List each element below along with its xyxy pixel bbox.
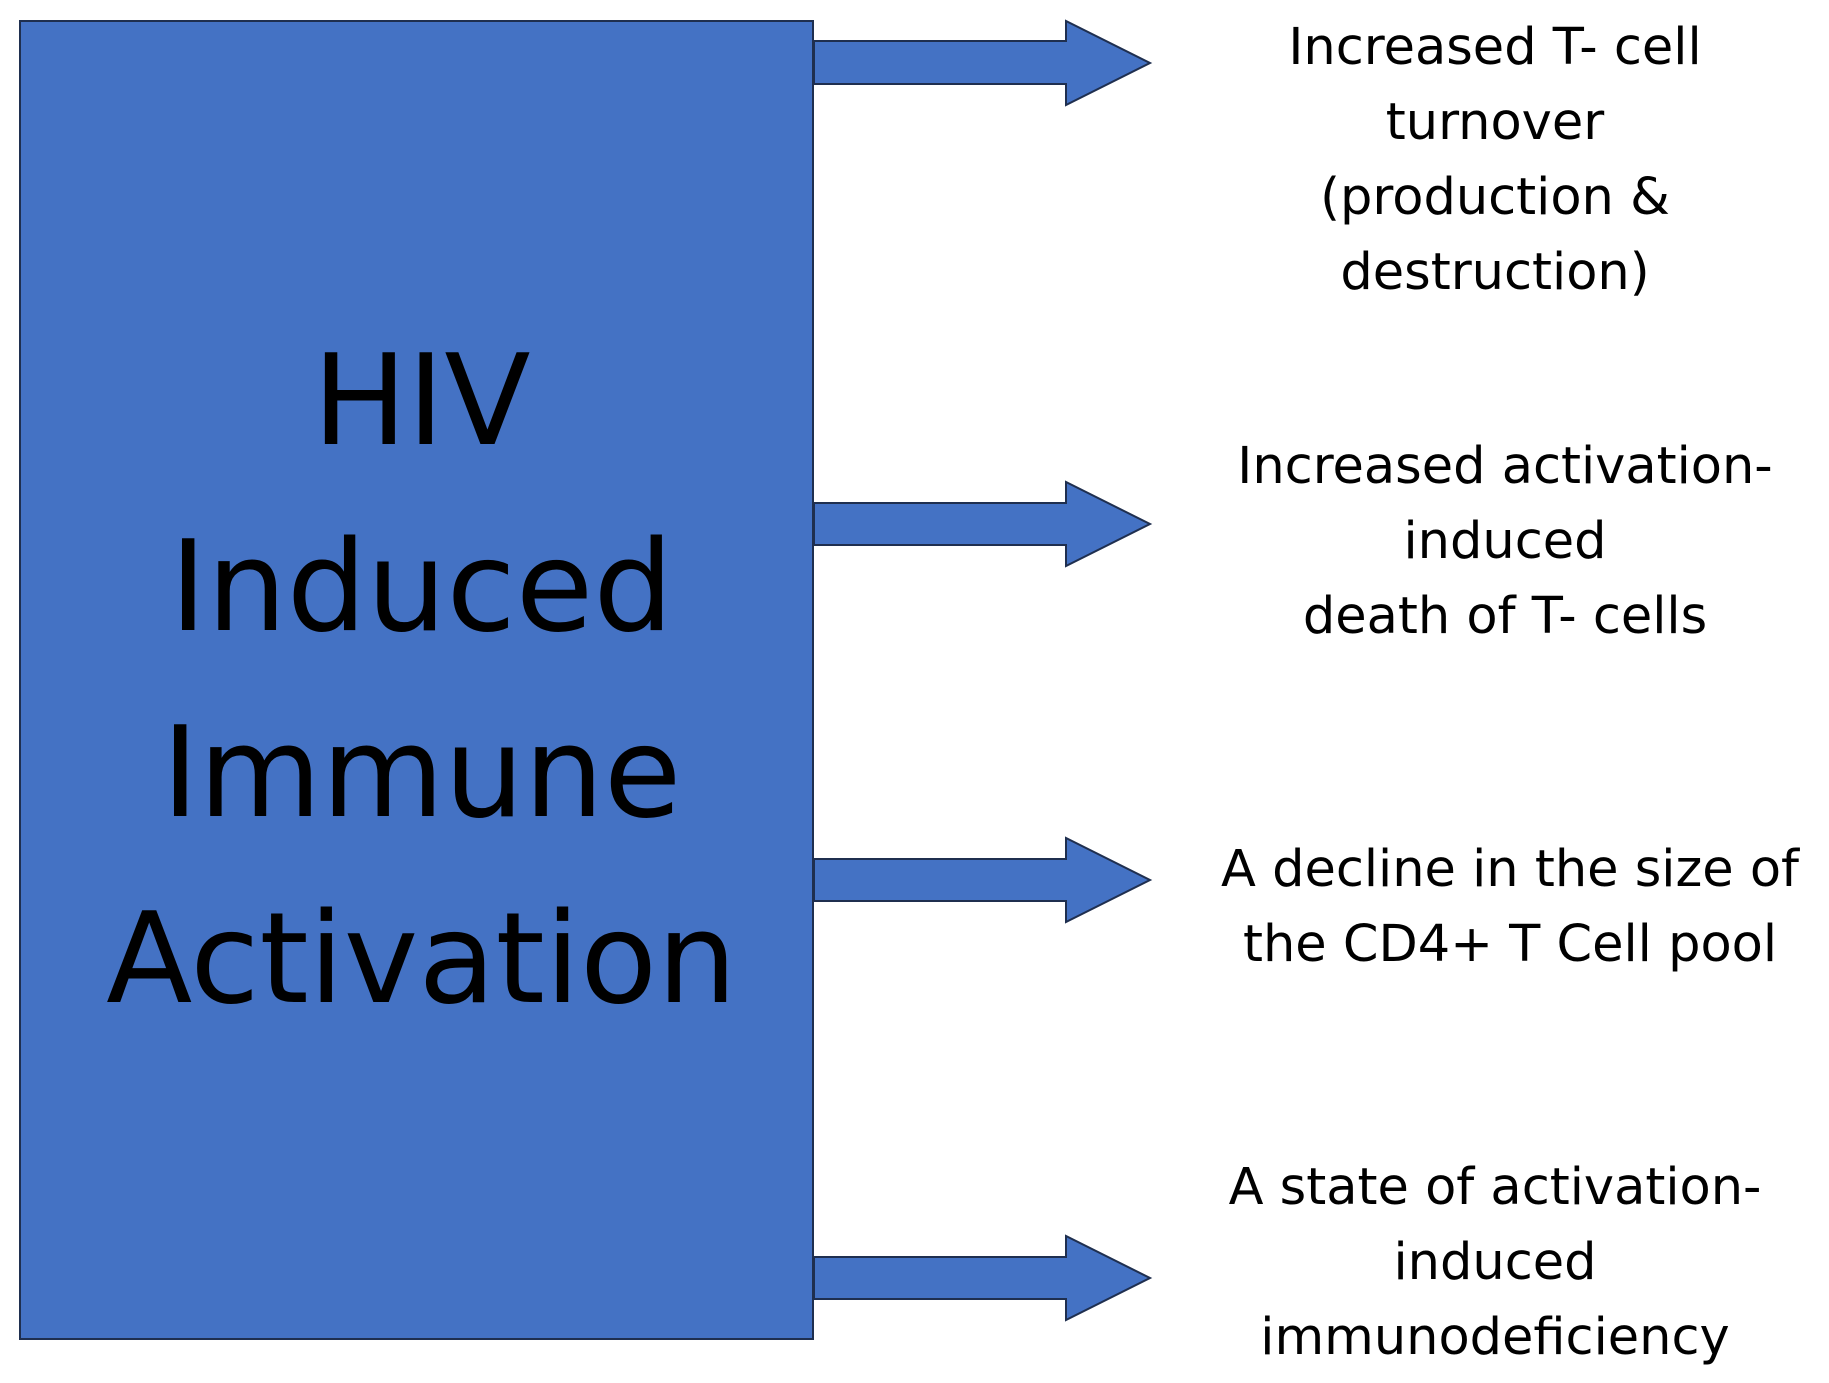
outcome-2-line-2: induced — [1403, 512, 1607, 571]
outcome-2-line-3: death of T- cells — [1302, 587, 1708, 646]
main-box-line-3: Immune — [161, 699, 682, 846]
outcome-1-line-3: (production & — [1320, 168, 1670, 227]
arrow-to-outcome-4 — [813, 1234, 1153, 1322]
arrow-to-outcome-2 — [813, 480, 1153, 568]
main-box-line-1: HIV — [312, 327, 531, 474]
outcome-4-line-3: immunodeficiency — [1260, 1308, 1730, 1367]
main-box: HIV Induced Immune Activation — [19, 20, 814, 1340]
main-box-line-2: Induced — [169, 513, 674, 660]
outcome-4-line-2: induced — [1393, 1233, 1597, 1292]
outcome-1-line-1: Increased T- cell — [1288, 18, 1702, 77]
outcome-4-line-1: A state of activation- — [1228, 1158, 1762, 1217]
main-box-fill — [19, 20, 814, 1340]
outcome-3: A decline in the size of the CD4+ T Cell… — [1200, 832, 1820, 982]
main-box-line-4: Activation — [106, 885, 737, 1032]
outcome-1-line-2: turnover — [1385, 93, 1605, 152]
outcome-1: Increased T- cell turnover (production &… — [1185, 10, 1805, 310]
main-box-label: HIV Induced Immune Activation — [106, 308, 737, 1052]
outcome-2: Increased activation- induced death of T… — [1195, 429, 1815, 654]
outcome-1-line-4: destruction) — [1340, 243, 1650, 302]
outcome-2-line-1: Increased activation- — [1237, 437, 1773, 496]
arrow-to-outcome-3 — [813, 836, 1153, 924]
outcome-4: A state of activation- induced immunodef… — [1185, 1150, 1805, 1375]
arrow-to-outcome-1 — [813, 19, 1153, 107]
outcome-3-line-2: the CD4+ T Cell pool — [1242, 915, 1778, 974]
outcome-3-line-1: A decline in the size of — [1220, 840, 1799, 899]
